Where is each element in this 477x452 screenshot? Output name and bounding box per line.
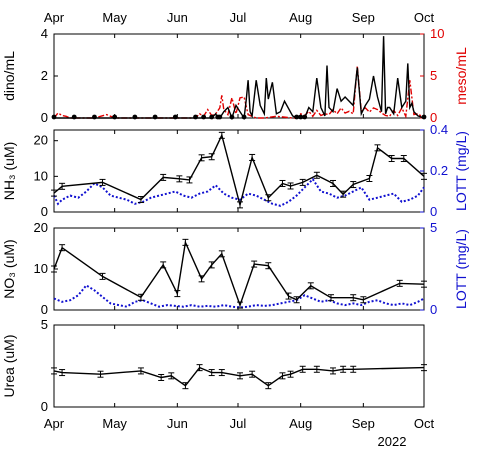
month-label-bottom: Jul [230,416,247,431]
y-right-axis-label: meso/mL [453,47,469,105]
zero-marker [209,114,215,120]
month-label-bottom: Aug [289,416,312,431]
y-tick-label: 0 [41,399,48,414]
zero-marker [421,114,427,120]
y-right-tick-label: 0 [430,204,437,219]
zero-marker [294,114,300,120]
y-tick-label: 0 [41,110,48,125]
panel-urea: 0 5 Urea (uM) [1,317,427,414]
y-right-tick-label: 10 [430,26,444,41]
month-label-top: Jun [167,10,188,25]
y-tick-label: 2 [41,68,48,83]
zero-marker [92,114,97,120]
month-label-bottom: Sep [352,416,375,431]
y-axis-label: NO₃ (uM) [1,239,17,298]
top-month-labels: Apr May Jun Jul Aug Sep Oct [44,10,435,25]
y-tick-label: 20 [34,133,48,148]
zero-marker [112,114,118,120]
zero-marker [51,114,57,120]
month-label-top: Sep [352,10,375,25]
month-label-top: Jul [230,10,247,25]
y-axis-label: dino/mL [1,51,17,101]
y-tick-label: 4 [41,26,48,41]
zero-marker [302,114,308,120]
zero-marker [71,114,77,120]
month-label-top: Oct [414,10,435,25]
month-label-top: Aug [289,10,312,25]
series-line-dino [54,36,425,121]
month-label-top: May [102,10,127,25]
y-right-tick-label: 5 [430,68,437,83]
zero-marker [298,114,304,120]
y-right-axis-label: LOTT (mg/L) [453,131,469,211]
month-label-bottom: Apr [44,416,65,431]
panel-nh3: 0 10 20 NH₃ (uM) 0 0.2 0.4 LOTT (mg/L) [1,122,469,219]
zero-marker [172,114,178,120]
panel-frame [53,33,425,119]
zero-marker [217,114,223,120]
y-right-tick-label: 5 [430,220,437,235]
y-axis-label: Urea (uM) [1,334,17,397]
month-label-bottom: Oct [414,416,435,431]
y-right-tick-label: 0.2 [430,163,448,178]
y-right-tick-label: 0 [430,110,437,125]
zero-marker [241,114,247,120]
panel-frame [53,324,425,408]
y-tick-label: 0 [41,302,48,317]
y-right-tick-label: 0.4 [430,122,448,137]
series-line-urea [53,366,425,387]
bottom-month-labels: Apr May Jun Jul Aug Sep Oct [44,416,435,431]
y-axis-label: NH₃ (uM) [1,142,17,201]
y-tick-label: 20 [34,220,48,235]
zero-marker [201,114,207,120]
y-tick-label: 5 [41,317,48,332]
month-label-bottom: May [102,416,127,431]
zero-marker [132,114,138,120]
zero-marker [229,114,235,120]
panel-dino-meso: 0 2 4 dino/mL 0 5 10 meso/mL [1,26,469,125]
series-line-no3 [53,239,425,308]
month-label-top: Apr [44,10,65,25]
series-line-lott [53,177,425,207]
y-tick-label: 0 [41,204,48,219]
month-label-bottom: Jun [167,416,188,431]
year-label: 2022 [378,434,407,449]
y-right-tick-label: 0 [430,302,437,317]
zero-marker [193,114,198,120]
panel-no3: 0 10 20 NO₃ (uM) 0 5 LOTT (mg/L) [1,220,469,317]
y-tick-label: 10 [34,261,48,276]
zero-marker [152,114,158,120]
y-right-axis-label: LOTT (mg/L) [453,229,469,309]
y-tick-label: 10 [34,168,48,183]
